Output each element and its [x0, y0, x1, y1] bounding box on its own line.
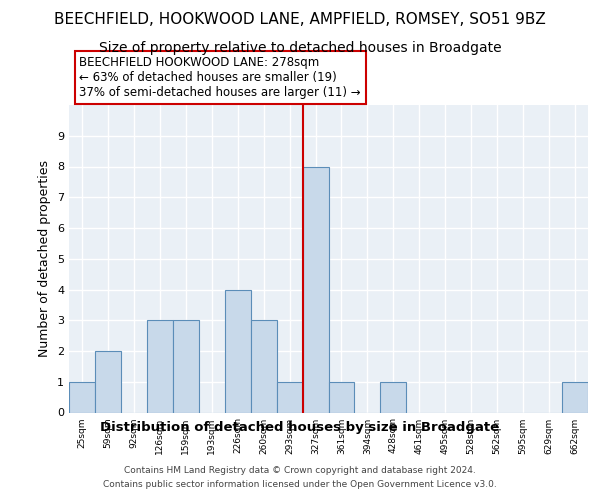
Bar	[277, 382, 302, 412]
Bar	[380, 382, 406, 412]
Text: BEECHFIELD HOOKWOOD LANE: 278sqm
← 63% of detached houses are smaller (19)
37% o: BEECHFIELD HOOKWOOD LANE: 278sqm ← 63% o…	[79, 56, 361, 99]
Bar	[95, 351, 121, 412]
Text: Contains HM Land Registry data © Crown copyright and database right 2024.: Contains HM Land Registry data © Crown c…	[124, 466, 476, 475]
Bar	[562, 382, 588, 412]
Bar	[173, 320, 199, 412]
Bar	[329, 382, 355, 412]
Y-axis label: Number of detached properties: Number of detached properties	[38, 160, 52, 357]
Text: Distribution of detached houses by size in Broadgate: Distribution of detached houses by size …	[100, 421, 500, 434]
Bar	[302, 166, 329, 412]
Text: Size of property relative to detached houses in Broadgate: Size of property relative to detached ho…	[98, 41, 502, 55]
Text: BEECHFIELD, HOOKWOOD LANE, AMPFIELD, ROMSEY, SO51 9BZ: BEECHFIELD, HOOKWOOD LANE, AMPFIELD, ROM…	[54, 12, 546, 28]
Bar	[225, 290, 251, 412]
Text: Contains public sector information licensed under the Open Government Licence v3: Contains public sector information licen…	[103, 480, 497, 489]
Bar	[69, 382, 95, 412]
Bar	[251, 320, 277, 412]
Bar	[147, 320, 173, 412]
